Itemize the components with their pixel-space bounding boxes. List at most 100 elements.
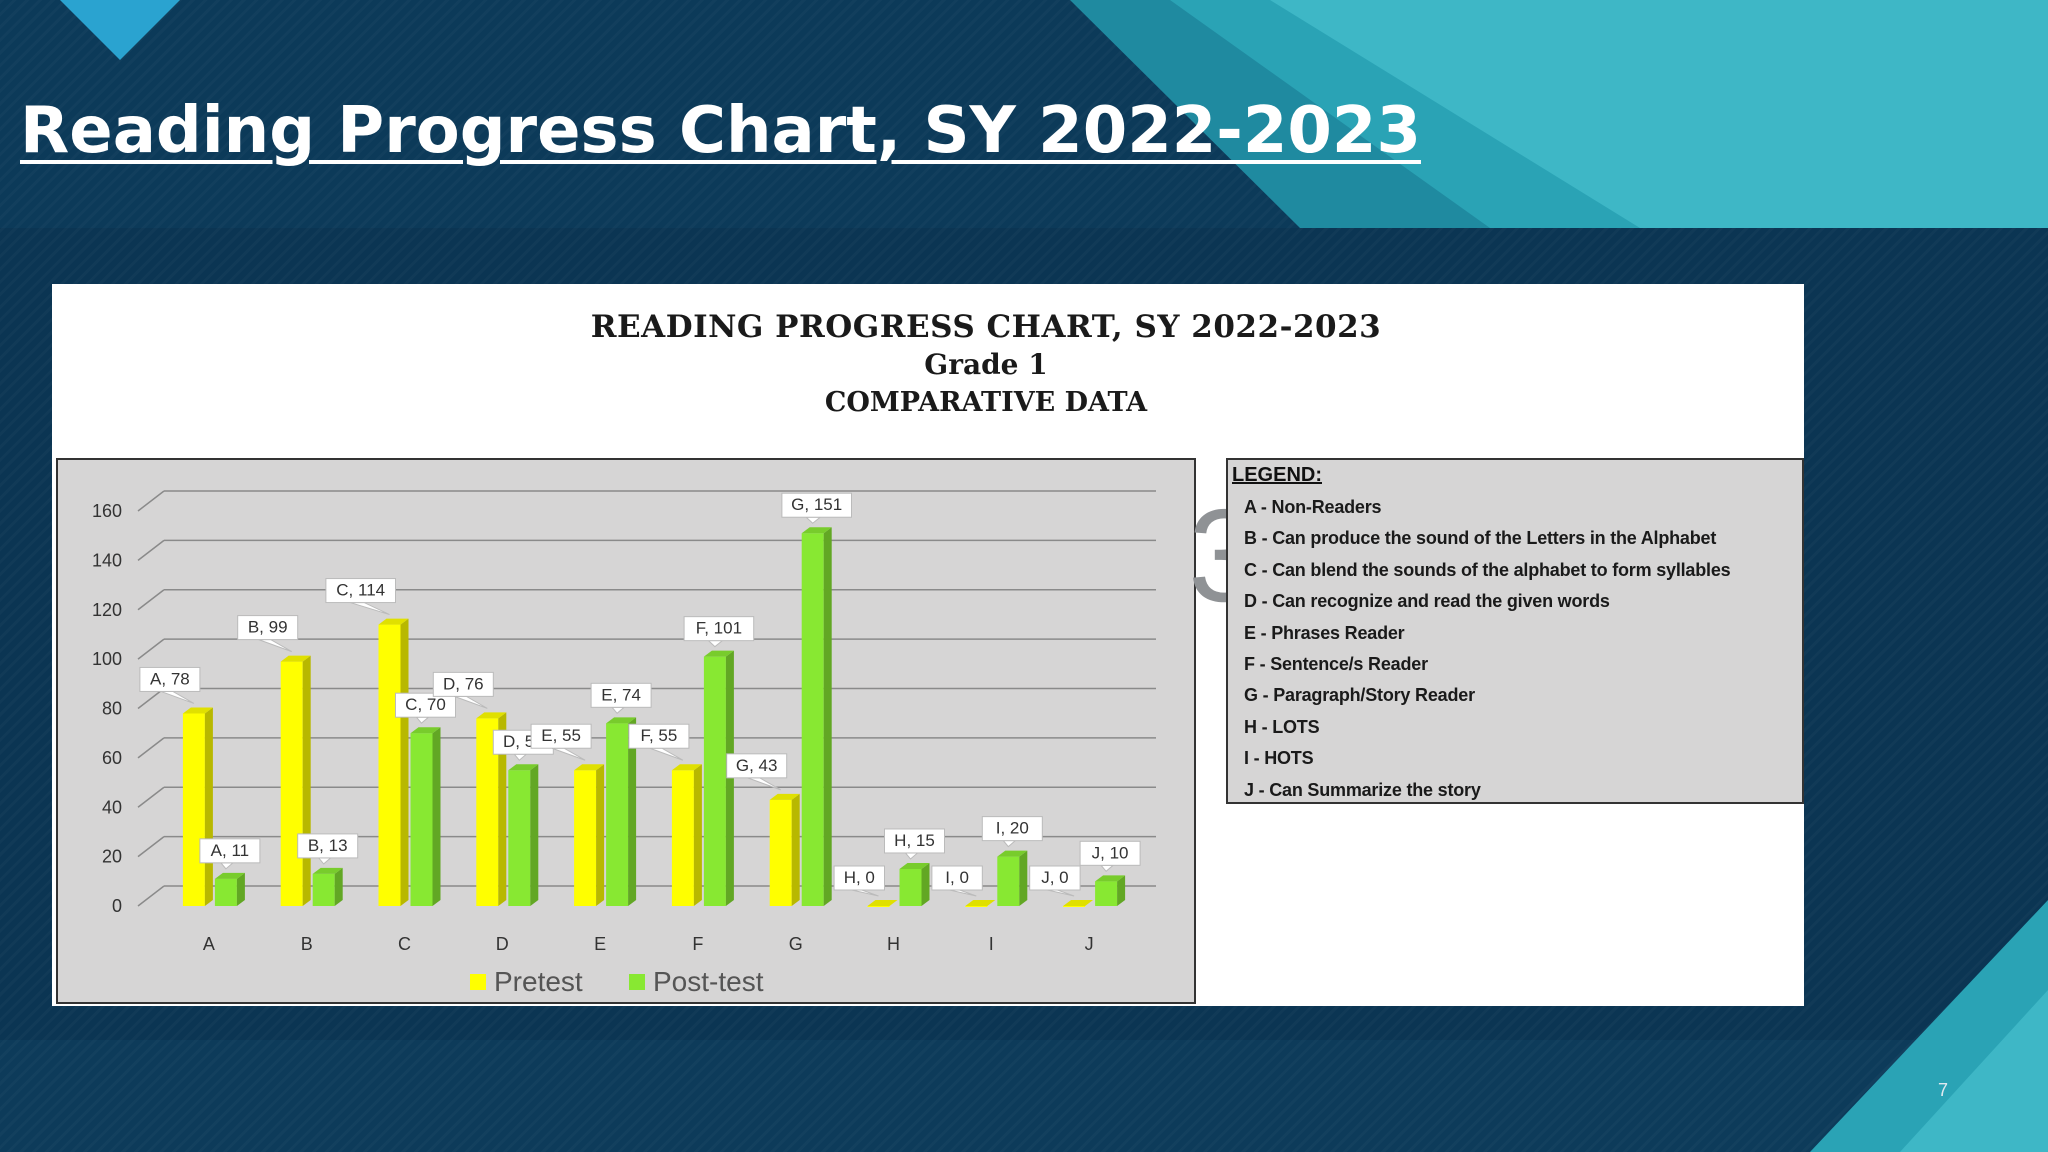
bar xyxy=(312,873,335,906)
bar-top xyxy=(671,764,702,771)
bar-top xyxy=(965,900,996,906)
data-label-pointer xyxy=(707,640,724,648)
x-tick-label: G xyxy=(789,934,803,954)
bar xyxy=(899,868,922,906)
legend-item: J - Can Summarize the story xyxy=(1244,779,1481,800)
data-label: E, 55 xyxy=(541,726,581,745)
data-label-box xyxy=(628,723,690,749)
bar-top xyxy=(769,793,800,800)
bar-top xyxy=(410,727,441,734)
data-label-box xyxy=(199,838,261,864)
data-label: A, 78 xyxy=(150,669,190,688)
data-label-box xyxy=(395,692,456,718)
bar-top xyxy=(997,850,1028,857)
footer-band xyxy=(0,1040,2048,1152)
data-label-pointer xyxy=(317,857,333,865)
bar-top xyxy=(899,862,930,869)
bar-top xyxy=(1063,900,1094,906)
legend-swatch xyxy=(470,974,486,990)
bar-top xyxy=(801,527,832,534)
legend-item: A - Non-Readers xyxy=(1244,497,1382,517)
bar-side xyxy=(236,872,245,906)
legend-item: C - Can blend the sounds of the alphabet… xyxy=(1244,559,1731,580)
bar-side xyxy=(921,862,930,906)
data-label-pointer xyxy=(1047,889,1075,897)
data-label-box xyxy=(530,723,592,749)
bar xyxy=(801,533,824,906)
data-label-box xyxy=(683,616,755,642)
bar-side xyxy=(596,764,605,906)
bar-top xyxy=(280,655,311,662)
gridline-depth xyxy=(137,638,165,660)
bar xyxy=(508,770,531,906)
bar-chart-svg: 0 20 40 60 80 100 120 140 160 A B C D E F G H I J A, 78 A, 1… xyxy=(92,490,1156,997)
y-tick-label: 40 xyxy=(102,797,122,817)
legend-item: I - HOTS xyxy=(1244,748,1314,769)
bar-top xyxy=(606,717,637,724)
data-label-pointer xyxy=(1100,864,1115,873)
bar xyxy=(997,856,1020,906)
y-tick-label: 120 xyxy=(92,600,122,620)
data-label-box xyxy=(931,865,983,891)
bar-side xyxy=(791,793,800,906)
y-tick-label: 20 xyxy=(102,847,122,867)
data-label: H, 0 xyxy=(844,868,875,887)
bar-side xyxy=(823,527,832,906)
data-label: C, 114 xyxy=(336,581,385,600)
legend-title: LEGEND: xyxy=(1232,464,1322,486)
gridline-depth xyxy=(137,885,165,907)
bar xyxy=(769,799,792,906)
bar-top xyxy=(476,712,507,719)
data-label-pointer xyxy=(611,706,626,715)
legend-item: B - Can produce the sound of the Letters… xyxy=(1244,528,1717,549)
data-label-pointer xyxy=(219,862,235,870)
data-label: F, 55 xyxy=(640,726,677,745)
bar-side xyxy=(693,764,702,906)
data-label-box xyxy=(781,492,853,518)
chart-subtitle-comparative: COMPARATIVE DATA xyxy=(824,387,1148,418)
bar-top xyxy=(574,764,605,771)
data-label: I, 20 xyxy=(996,819,1029,838)
x-tick-label: E xyxy=(594,934,606,954)
data-label-box xyxy=(1079,840,1141,866)
data-label-box xyxy=(590,682,652,708)
chart-panel: READING PROGRESS CHART, SY 2022-2023 Gra… xyxy=(52,284,1804,1006)
data-label-pointer xyxy=(513,753,528,761)
bar xyxy=(965,906,988,907)
gridline-depth xyxy=(137,737,165,759)
y-tick-label: 0 xyxy=(112,896,122,916)
bar-side xyxy=(628,717,637,906)
bar xyxy=(867,906,890,907)
data-label-box xyxy=(297,833,359,859)
bar xyxy=(214,878,237,906)
legend-label: Pretest xyxy=(494,966,583,997)
legend-list: A - Non-Readers B - Can produce the soun… xyxy=(1232,492,1798,806)
legend-item: D - Can recognize and read the given wor… xyxy=(1244,591,1610,612)
bar xyxy=(378,624,401,906)
data-label-box xyxy=(884,828,945,854)
data-label: B, 99 xyxy=(248,618,288,637)
legend-item: F - Sentence/s Reader xyxy=(1244,654,1428,675)
gridline-depth xyxy=(137,490,165,512)
gridline-depth xyxy=(137,836,165,858)
data-label: B, 13 xyxy=(308,836,348,855)
deco-teal-shape-lighter xyxy=(1270,0,2048,228)
y-tick-label: 60 xyxy=(102,748,122,768)
bar-top xyxy=(508,764,539,771)
gridline-depth xyxy=(137,589,165,611)
chart-heading: READING PROGRESS CHART, SY 2022-2023 Gra… xyxy=(412,308,1560,422)
bar-side xyxy=(530,764,539,906)
y-tick-label: 140 xyxy=(92,550,122,570)
data-label-pointer xyxy=(1002,840,1017,848)
data-label: E, 74 xyxy=(601,685,641,704)
deco-bottom-right-shape-light xyxy=(1900,990,2048,1152)
data-label: H, 15 xyxy=(894,831,935,850)
x-tick-label: C xyxy=(398,934,411,954)
data-label: G, 151 xyxy=(791,495,842,514)
bar-side xyxy=(400,618,409,906)
data-label-box xyxy=(981,816,1043,842)
data-label: J, 0 xyxy=(1041,868,1068,887)
data-label: A, 11 xyxy=(211,841,249,860)
bar xyxy=(182,713,205,906)
data-label-pointer xyxy=(649,747,684,761)
